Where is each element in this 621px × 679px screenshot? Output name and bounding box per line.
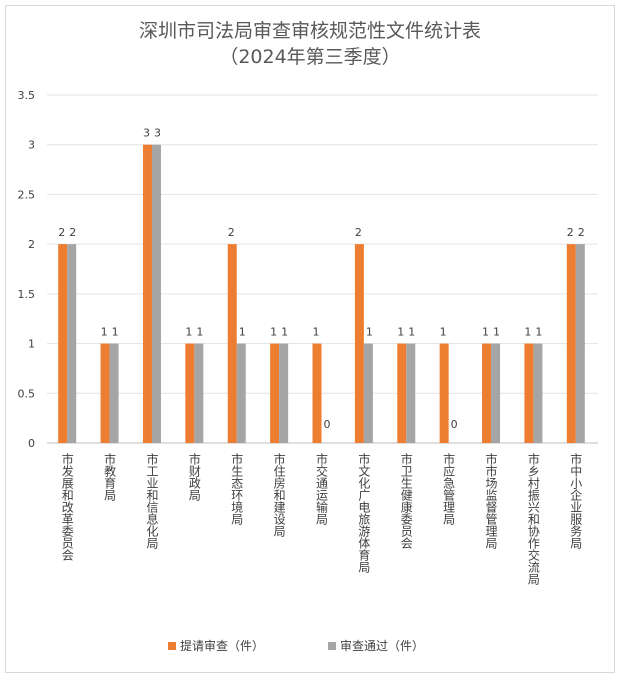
legend: 提请审查（件） 审查通过（件） <box>168 638 424 653</box>
y-tick-label: 2 <box>28 238 35 251</box>
data-label: 2 <box>228 226 235 239</box>
data-label: 3 <box>154 127 161 140</box>
category-label: 市教育局 <box>103 452 117 502</box>
bar <box>482 343 492 443</box>
data-label: 1 <box>366 326 373 339</box>
bar <box>279 343 289 443</box>
y-tick-label: 3 <box>28 139 35 152</box>
data-label: 2 <box>58 226 65 239</box>
category-label: 市文化广电旅游体育局 <box>357 452 371 574</box>
data-label: 1 <box>397 326 404 339</box>
bar <box>185 343 195 443</box>
legend-swatch <box>168 642 176 650</box>
category-label: 市财政局 <box>187 452 201 502</box>
bar <box>270 343 280 443</box>
bar <box>67 244 77 443</box>
y-tick-label: 0 <box>28 437 35 450</box>
bar <box>566 244 576 443</box>
chart-subtitle: （2024年第三季度） <box>219 46 400 68</box>
bar <box>439 343 449 443</box>
y-axis: 0 0.5 1 1.5 2 2.5 3 3.5 <box>18 89 36 450</box>
category-label: 市市场监督管理局 <box>484 452 498 550</box>
bar <box>194 343 204 443</box>
bar <box>354 244 364 443</box>
category-label: 市住房和建设局 <box>272 452 286 538</box>
category-label: 市中小企业服务局 <box>569 452 583 550</box>
bar <box>312 343 322 443</box>
y-tick-label: 3.5 <box>18 89 36 102</box>
category-label: 市卫生健康委员会 <box>399 452 413 550</box>
data-label: 1 <box>482 326 489 339</box>
bar <box>575 244 585 443</box>
bar <box>58 244 68 443</box>
data-label: 3 <box>143 127 150 140</box>
legend-swatch <box>328 642 336 650</box>
chart-title: 深圳市司法局审查审核规范性文件统计表 <box>139 20 481 42</box>
chart-frame <box>5 5 615 673</box>
data-label: 1 <box>493 326 500 339</box>
data-label: 1 <box>440 326 447 339</box>
data-label: 1 <box>101 326 108 339</box>
gridlines <box>47 94 598 444</box>
bar <box>109 343 119 443</box>
bar <box>524 343 534 443</box>
bar <box>151 144 161 443</box>
data-label: 1 <box>408 326 415 339</box>
data-label: 1 <box>196 326 203 339</box>
data-label: 1 <box>281 326 288 339</box>
bar <box>100 343 110 443</box>
x-axis: 市发展和改革委员会 市教育局 市工业和信息化局 市财政局 市生态环境局 市住房和建设局 市交… <box>60 452 583 586</box>
category-label: 市乡村振兴和协作交流局 <box>526 452 540 586</box>
bar <box>142 144 152 443</box>
category-label: 市发展和改革委员会 <box>60 452 74 562</box>
bar <box>397 343 407 443</box>
bars <box>58 144 585 443</box>
bar <box>363 343 373 443</box>
legend-label: 提请审查（件） <box>180 638 264 653</box>
data-label: 1 <box>239 326 246 339</box>
data-label: 1 <box>112 326 119 339</box>
category-label: 市应急管理局 <box>442 452 456 526</box>
bar <box>406 343 416 443</box>
y-tick-label: 1.5 <box>18 288 36 301</box>
category-label: 市工业和信息化局 <box>145 452 159 550</box>
y-tick-label: 0.5 <box>18 387 36 400</box>
data-label: 2 <box>578 226 585 239</box>
legend-label: 审查通过（件） <box>340 638 424 653</box>
data-label: 0 <box>451 418 458 431</box>
data-label: 1 <box>535 326 542 339</box>
y-tick-label: 2.5 <box>18 188 36 201</box>
bar <box>491 343 501 443</box>
data-label: 1 <box>270 326 277 339</box>
data-label: 2 <box>355 226 362 239</box>
bar <box>236 343 246 443</box>
data-label: 1 <box>185 326 192 339</box>
bar <box>533 343 543 443</box>
category-label: 市生态环境局 <box>230 452 244 526</box>
y-tick-label: 1 <box>28 338 35 351</box>
data-label: 1 <box>313 326 320 339</box>
data-label: 2 <box>69 226 76 239</box>
data-label: 1 <box>524 326 531 339</box>
data-label: 0 <box>324 418 331 431</box>
data-label: 2 <box>567 226 574 239</box>
bar <box>227 244 237 443</box>
category-label: 市交通运输局 <box>315 452 329 526</box>
